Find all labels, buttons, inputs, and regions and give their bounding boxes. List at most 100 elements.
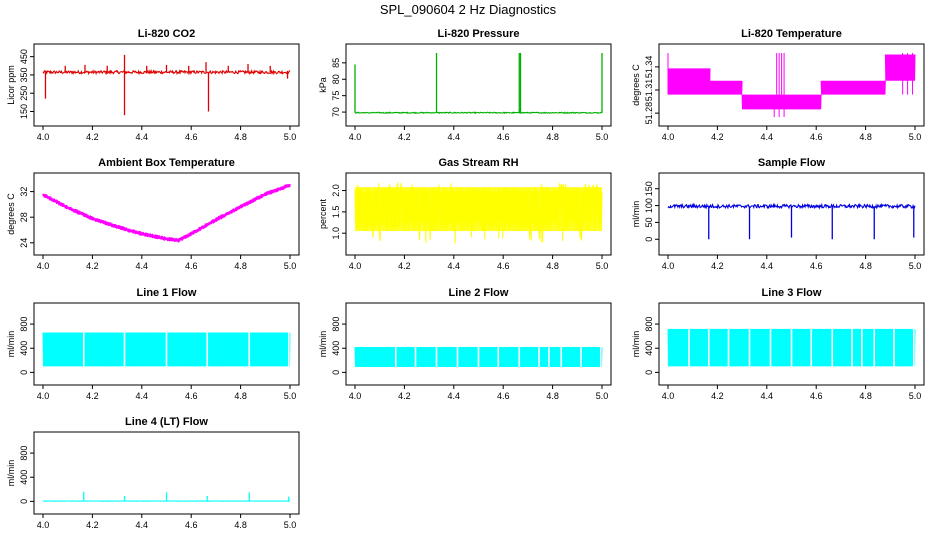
x-tick-label: 4.2 — [711, 391, 724, 401]
x-tick-label: 4.8 — [546, 261, 559, 271]
y-tick-label: 0 — [331, 370, 341, 375]
y-axis-label: ml/min — [6, 331, 16, 358]
y-tick-label: 75 — [331, 91, 341, 101]
y-axis-label: ml/min — [318, 331, 328, 358]
x-tick-label: 4.4 — [761, 132, 774, 142]
x-tick-label: 5.0 — [284, 391, 297, 401]
y-axis-label: ml/min — [631, 201, 641, 228]
y-tick-label: 2.0 — [331, 184, 341, 197]
panel-title: Li-820 Pressure — [438, 28, 520, 40]
plot-data — [667, 327, 916, 368]
y-tick-label: 450 — [19, 49, 29, 64]
axis-box — [33, 172, 300, 256]
y-tick-label: 800 — [19, 446, 29, 461]
x-tick-label: 4.4 — [448, 261, 461, 271]
x-tick-label: 4.2 — [86, 132, 99, 142]
y-tick-label: 150 — [644, 181, 654, 196]
y-tick-label: 0 — [644, 237, 654, 242]
axis-box — [33, 302, 300, 386]
panels-group: Li-820 CO2 4.0 4.2 4.4 4.6 4.8 5.0 150 250 350 450… — [6, 28, 925, 530]
y-tick-label: 50 — [644, 217, 654, 227]
x-tick-label: 4.0 — [37, 132, 50, 142]
y-tick-label: 1.0 — [331, 227, 341, 240]
y-tick-label: 800 — [19, 317, 29, 332]
x-tick-label: 5.0 — [284, 132, 297, 142]
x-tick-label: 5.0 — [909, 391, 922, 401]
y-tick-label: 51.31 — [644, 79, 654, 102]
x-tick-label: 4.6 — [185, 391, 198, 401]
x-tick-label: 4.6 — [810, 391, 823, 401]
axis-box — [33, 43, 300, 127]
x-tick-label: 4.8 — [546, 391, 559, 401]
x-tick-label: 5.0 — [284, 261, 297, 271]
y-tick-label: 800 — [644, 317, 654, 332]
x-tick-label: 4.0 — [662, 261, 675, 271]
plot-data — [667, 53, 916, 117]
series-segment — [820, 80, 886, 95]
x-tick-label: 4.0 — [349, 391, 362, 401]
y-tick-label: 24 — [19, 238, 29, 248]
figure-suptitle: SPL_090604 2 Hz Diagnostics — [380, 2, 557, 17]
plot-data — [354, 182, 603, 244]
x-tick-label: 4.0 — [37, 261, 50, 271]
panel-0: Li-820 CO2 4.0 4.2 4.4 4.6 4.8 5.0 150 250 350 450… — [6, 28, 300, 142]
axis-box — [345, 172, 612, 256]
x-tick-label: 4.8 — [234, 132, 247, 142]
y-tick-label: 85 — [331, 58, 341, 68]
panel-3: Ambient Box Temperature 4.0 4.2 4.4 4.6 4.8 5.… — [6, 157, 300, 271]
x-tick-label: 5.0 — [909, 261, 922, 271]
y-tick-label: 0 — [19, 499, 29, 504]
y-axis-label: Licor ppm — [6, 65, 16, 105]
y-axis-label: kPa — [318, 77, 328, 93]
y-axis-label: degrees C — [631, 64, 641, 106]
axis-box — [658, 302, 925, 386]
y-tick-label: 70 — [331, 107, 341, 117]
panel-6: Line 1 Flow 4.0 4.2 4.4 4.6 4.8 5.0 0 400 800ml/m… — [6, 287, 300, 401]
y-tick-label: 100 — [644, 198, 654, 213]
x-tick-label: 4.0 — [349, 261, 362, 271]
axis-box — [658, 43, 925, 127]
plot-data — [42, 491, 290, 502]
x-tick-label: 4.4 — [136, 391, 149, 401]
panel-title: Line 4 (LT) Flow — [125, 416, 208, 428]
x-tick-label: 4.8 — [859, 132, 872, 142]
panel-title: Gas Stream RH — [438, 157, 518, 169]
series-band — [355, 187, 602, 232]
y-tick-label: 51.34 — [644, 56, 654, 79]
y-axis-label: ml/min — [6, 460, 16, 487]
panel-title: Li-820 CO2 — [138, 28, 195, 40]
plot-data — [354, 53, 603, 115]
axis-box — [658, 172, 925, 256]
x-tick-label: 4.6 — [810, 261, 823, 271]
x-tick-label: 4.2 — [711, 132, 724, 142]
x-tick-label: 4.2 — [398, 391, 411, 401]
x-tick-label: 4.4 — [136, 261, 149, 271]
y-tick-label: 0 — [644, 370, 654, 375]
y-axis-label: percent — [318, 198, 328, 229]
x-tick-label: 4.0 — [662, 391, 675, 401]
panel-9: Line 4 (LT) Flow 4.0 4.2 4.4 4.6 4.8 5.0 0 400 80… — [6, 416, 300, 530]
x-tick-label: 5.0 — [596, 391, 609, 401]
x-tick-label: 4.2 — [86, 261, 99, 271]
plot-data — [667, 202, 916, 240]
y-tick-label: 350 — [19, 67, 29, 82]
x-tick-label: 4.6 — [185, 520, 198, 530]
series-segment — [667, 68, 711, 95]
y-tick-label: 1.5 — [331, 206, 341, 219]
y-tick-label: 800 — [331, 317, 341, 332]
x-tick-label: 4.2 — [711, 261, 724, 271]
x-tick-label: 4.4 — [761, 261, 774, 271]
panel-7: Line 2 Flow 4.0 4.2 4.4 4.6 4.8 5.0 0 400 800ml/m… — [318, 287, 612, 401]
x-tick-label: 4.6 — [810, 132, 823, 142]
y-tick-label: 80 — [331, 74, 341, 84]
x-tick-label: 4.4 — [136, 132, 149, 142]
series-trace — [42, 183, 291, 243]
x-tick-label: 4.8 — [859, 391, 872, 401]
x-tick-label: 4.8 — [859, 261, 872, 271]
x-tick-label: 4.6 — [497, 261, 510, 271]
y-tick-label: 400 — [331, 341, 341, 356]
panel-title: Line 2 Flow — [449, 287, 509, 299]
x-tick-label: 4.4 — [448, 391, 461, 401]
series-segment — [709, 80, 743, 95]
